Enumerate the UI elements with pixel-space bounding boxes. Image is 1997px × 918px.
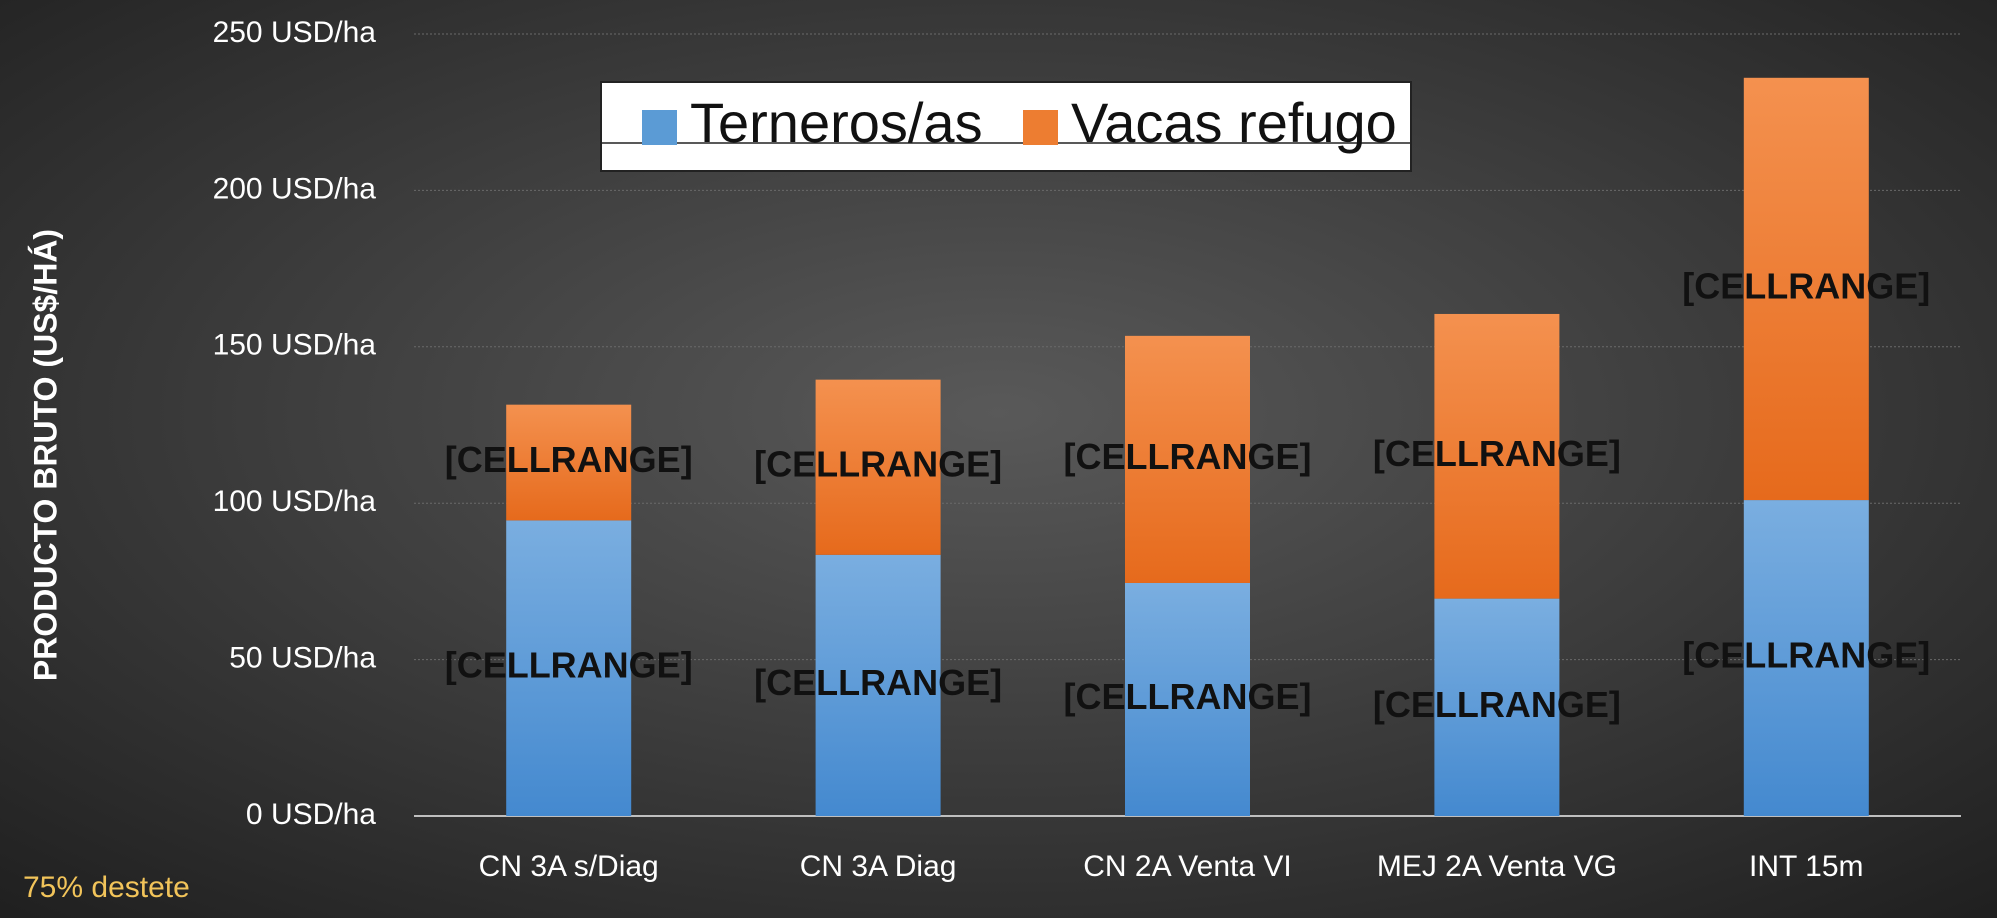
legend-swatch bbox=[1023, 110, 1058, 145]
bar-segment bbox=[815, 554, 941, 816]
x-tick-label: CN 2A Venta VI bbox=[1083, 850, 1291, 883]
bar-segment bbox=[1743, 500, 1869, 816]
bar-segment bbox=[1743, 77, 1869, 501]
bar-segment bbox=[1434, 598, 1560, 816]
x-tick-label: CN 3A s/Diag bbox=[479, 850, 659, 883]
annotation: 75% destete bbox=[23, 871, 190, 904]
data-label: [CELLRANGE] bbox=[445, 645, 693, 686]
bar-segment bbox=[1125, 582, 1250, 816]
y-tick-label: 200 USD/ha bbox=[213, 172, 377, 205]
bar-segment bbox=[1434, 313, 1560, 599]
legend-swatch bbox=[642, 110, 677, 145]
bar-segment bbox=[815, 379, 941, 555]
y-tick-label: 0 USD/ha bbox=[246, 798, 376, 831]
data-label: [CELLRANGE] bbox=[1064, 676, 1312, 717]
y-axis-title: PRODUCTO BRUTO (US$/HÁ) bbox=[27, 229, 63, 681]
data-label: [CELLRANGE] bbox=[1682, 265, 1930, 306]
bar-segment bbox=[506, 404, 632, 521]
x-tick-label: INT 15m bbox=[1749, 850, 1863, 883]
x-tick-label: CN 3A Diag bbox=[800, 850, 957, 883]
data-label: [CELLRANGE] bbox=[1064, 436, 1312, 477]
y-tick-label: 50 USD/ha bbox=[229, 642, 376, 675]
y-tick-label: 100 USD/ha bbox=[213, 485, 377, 518]
data-label: [CELLRANGE] bbox=[1682, 635, 1930, 676]
y-tick-label: 150 USD/ha bbox=[213, 329, 377, 362]
y-tick-label: 250 USD/ha bbox=[213, 16, 377, 49]
bar-segment bbox=[506, 520, 632, 816]
data-label: [CELLRANGE] bbox=[1373, 684, 1621, 725]
bar-segment bbox=[1125, 335, 1250, 583]
legend-label: Vacas refugo bbox=[1071, 91, 1397, 154]
data-label: [CELLRANGE] bbox=[445, 439, 693, 480]
legend-label: Terneros/as bbox=[690, 91, 983, 154]
data-label: [CELLRANGE] bbox=[754, 444, 1002, 485]
legend-box bbox=[600, 81, 1412, 172]
x-tick-label: MEJ 2A Venta VG bbox=[1377, 850, 1617, 883]
data-label: [CELLRANGE] bbox=[1373, 433, 1621, 474]
data-label: [CELLRANGE] bbox=[754, 662, 1002, 703]
